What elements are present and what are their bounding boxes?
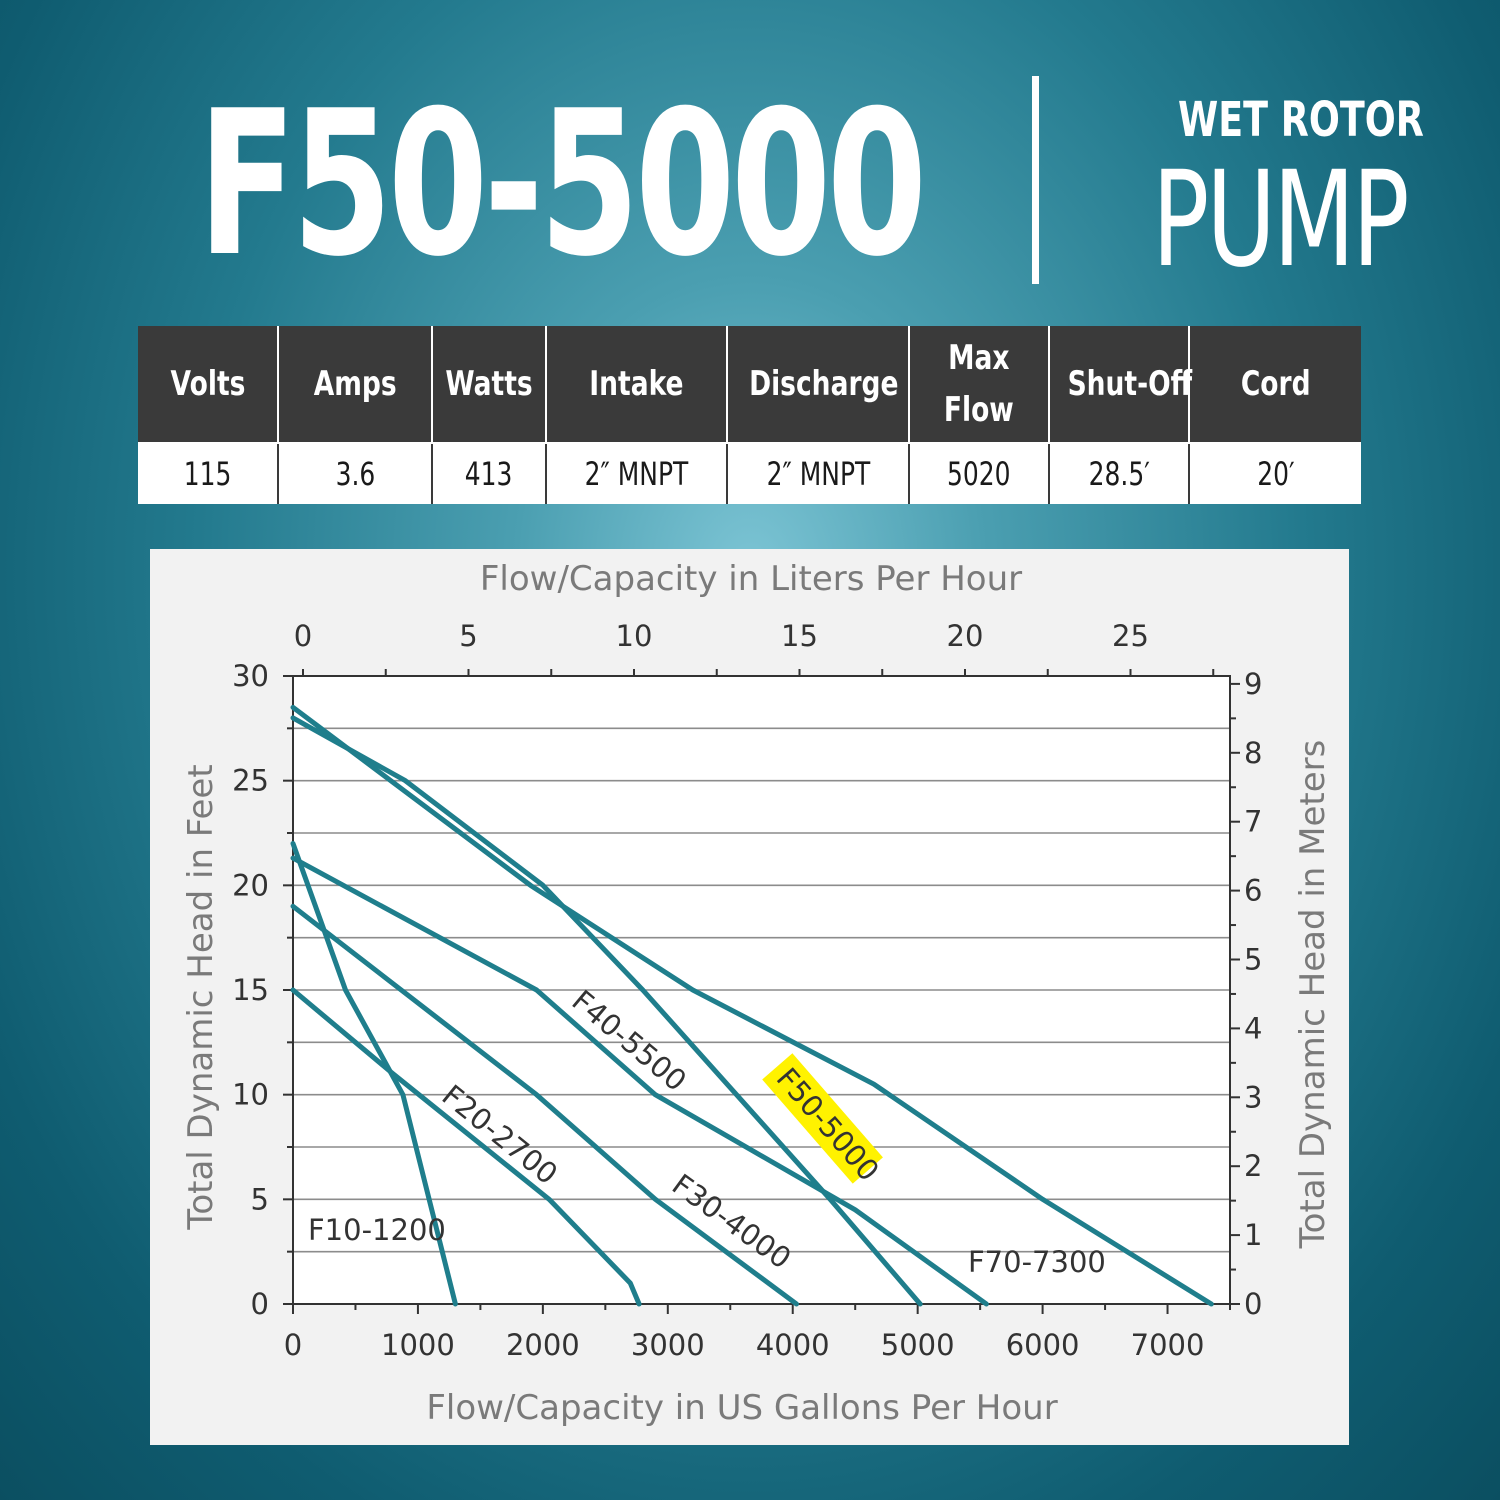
spec-header-cell: Max Flow bbox=[909, 326, 1050, 444]
x2-tick-label: 20 bbox=[947, 619, 984, 653]
x2-axis-title: Flow/Capacity in Liters Per Hour bbox=[480, 559, 1022, 599]
spec-header-cell: Volts bbox=[138, 326, 279, 444]
pump-curve-chart: 0 1000 2000 3000 4000 5000 6000 7000 0 5 10 15 20 25 3… bbox=[150, 549, 1349, 1445]
y-tick-label: 25 bbox=[232, 764, 269, 798]
y2-tick-label: 0 bbox=[1244, 1287, 1262, 1321]
y-tick-label: 20 bbox=[232, 868, 269, 902]
spec-header-cell: Cord bbox=[1189, 326, 1361, 444]
curve-f20-2700 bbox=[290, 987, 642, 1307]
curve-f10-1200 bbox=[290, 841, 458, 1307]
y-tick-label: 0 bbox=[251, 1287, 269, 1321]
series-label: F70-7300 bbox=[968, 1245, 1106, 1279]
y-tick-label: 30 bbox=[232, 659, 269, 693]
x2-tick-label: 5 bbox=[459, 619, 477, 653]
curve-f30-4000 bbox=[290, 903, 799, 1307]
spec-header-cell: Amps bbox=[278, 326, 433, 444]
spec-header-cell: Discharge bbox=[727, 326, 910, 444]
x-tick-label: 2000 bbox=[506, 1328, 580, 1362]
curve-f50-5000 bbox=[290, 715, 923, 1307]
spec-value-cell: 2″ MNPT bbox=[546, 443, 728, 504]
model-title: F50-5000 bbox=[198, 68, 927, 301]
title-divider bbox=[1032, 76, 1039, 284]
x2-tick-label: 0 bbox=[294, 619, 312, 653]
y-tick-label: 15 bbox=[232, 973, 269, 1007]
highlight-marker bbox=[762, 1053, 883, 1184]
y-tick-label: 10 bbox=[232, 1078, 269, 1112]
x-tick-label: 5000 bbox=[881, 1328, 955, 1362]
y2-tick-label: 4 bbox=[1244, 1011, 1262, 1045]
x-tick-label: 1000 bbox=[381, 1328, 455, 1362]
spec-header-cell: Intake bbox=[546, 326, 728, 444]
spec-value-cell: 28.5′ bbox=[1049, 443, 1190, 504]
y2-tick-label: 1 bbox=[1244, 1218, 1262, 1252]
spec-value-cell: 5020 bbox=[909, 443, 1050, 504]
y-axis-title: Total Dynamic Head in Feet bbox=[181, 764, 221, 1230]
curve-f70-7300 bbox=[290, 704, 1214, 1307]
x2-tick-label: 10 bbox=[616, 619, 653, 653]
spec-value-cell: 115 bbox=[138, 443, 279, 504]
y2-tick-label: 8 bbox=[1244, 736, 1262, 770]
x-tick-label: 3000 bbox=[631, 1328, 705, 1362]
y2-tick-label: 9 bbox=[1244, 667, 1262, 701]
spec-value-cell: 3.6 bbox=[278, 443, 433, 504]
y2-tick-label: 3 bbox=[1244, 1080, 1262, 1114]
spec-table: Volts Amps Watts Intake Discharge Max Fl… bbox=[138, 326, 1361, 504]
spec-header-cell: Watts bbox=[432, 326, 547, 444]
y2-tick-label: 6 bbox=[1244, 874, 1262, 908]
x-axis-title: Flow/Capacity in US Gallons Per Hour bbox=[426, 1388, 1057, 1428]
x-tick-label: 7000 bbox=[1131, 1328, 1205, 1362]
spec-value-cell: 2″ MNPT bbox=[727, 443, 910, 504]
x-tick-label: 4000 bbox=[756, 1328, 830, 1362]
y2-tick-label: 2 bbox=[1244, 1149, 1262, 1183]
x-tick-label: 0 bbox=[284, 1328, 302, 1362]
spec-header-cell: Shut-Off bbox=[1049, 326, 1192, 444]
pump-type-label: WET ROTOR bbox=[1178, 92, 1424, 148]
y2-axis-title: Total Dynamic Head in Meters bbox=[1293, 740, 1333, 1250]
y-tick-label: 5 bbox=[251, 1182, 269, 1216]
pump-curve-svg: 0 1000 2000 3000 4000 5000 6000 700005101520253… bbox=[181, 559, 1333, 1428]
spec-value-cell: 20′ bbox=[1189, 443, 1361, 504]
x2-tick-label: 15 bbox=[781, 619, 818, 653]
y2-tick-label: 7 bbox=[1244, 805, 1262, 839]
series-label: F10-1200 bbox=[308, 1213, 446, 1247]
spec-header-row: Volts Amps Watts Intake Discharge Max Fl… bbox=[138, 326, 1361, 444]
curve-f40-5500 bbox=[290, 855, 989, 1307]
spec-value-cell: 413 bbox=[432, 443, 547, 504]
x2-tick-label: 25 bbox=[1112, 619, 1149, 653]
y2-tick-label: 5 bbox=[1244, 943, 1262, 977]
pump-label: PUMP bbox=[1152, 143, 1410, 297]
x-tick-label: 6000 bbox=[1006, 1328, 1080, 1362]
spec-value-row: 115 3.6 413 2″ MNPT 2″ MNPT 5020 28.5′ 2… bbox=[138, 443, 1361, 504]
